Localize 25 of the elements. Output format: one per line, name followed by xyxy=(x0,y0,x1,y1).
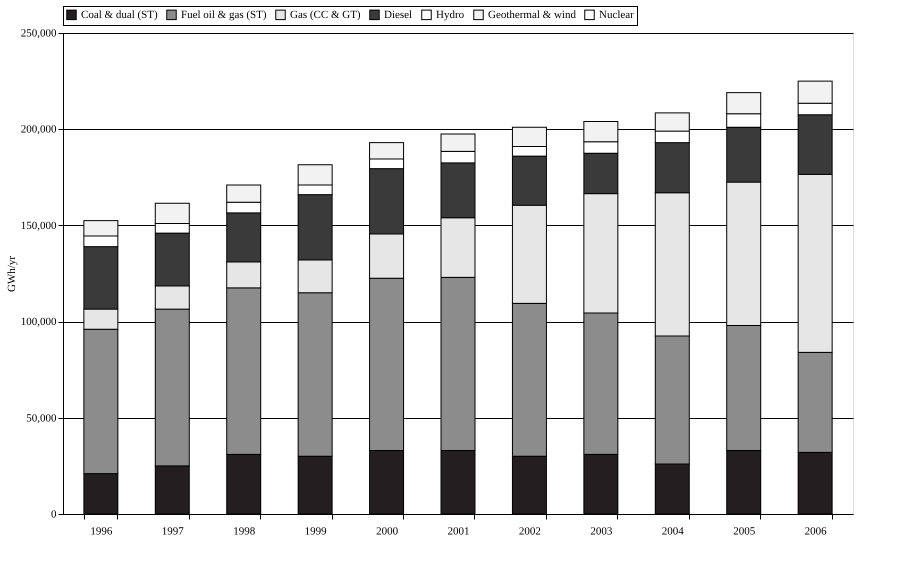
legend-label: Coal & dual (ST) xyxy=(81,8,158,21)
legend-label: Nuclear xyxy=(599,8,634,21)
y-tick-label: 250,000 xyxy=(20,28,57,40)
legend-label: Geothermal & wind xyxy=(488,8,576,21)
y-tick-label: 200,000 xyxy=(20,124,57,136)
x-tick-label: 2005 xyxy=(733,526,756,538)
legend-label: Diesel xyxy=(384,8,412,21)
legend-label: Fuel oil & gas (ST) xyxy=(181,8,267,21)
y-tick-label: 50,000 xyxy=(26,412,57,424)
x-tick-label: 2001 xyxy=(448,526,470,538)
x-tick-label: 2004 xyxy=(662,526,684,538)
y-axis-title: GWh/yr xyxy=(6,256,18,292)
y-tick-label: 0 xyxy=(51,508,57,520)
x-tick-label: 1996 xyxy=(90,526,113,538)
x-tick-label: 2003 xyxy=(590,526,613,538)
x-tick-label: 1997 xyxy=(162,526,184,538)
x-tick-label: 2002 xyxy=(518,526,541,538)
x-tick-label: 2000 xyxy=(376,526,399,538)
y-tick-label: 100,000 xyxy=(20,316,57,328)
x-tick-label: 1999 xyxy=(304,526,328,538)
y-tick-label: 150,000 xyxy=(20,220,57,232)
x-tick-label: 1998 xyxy=(233,526,256,538)
x-tick-label: 2006 xyxy=(804,526,828,538)
legend-label: Hydro xyxy=(436,8,465,21)
legend-label: Gas (CC & GT) xyxy=(290,8,361,21)
